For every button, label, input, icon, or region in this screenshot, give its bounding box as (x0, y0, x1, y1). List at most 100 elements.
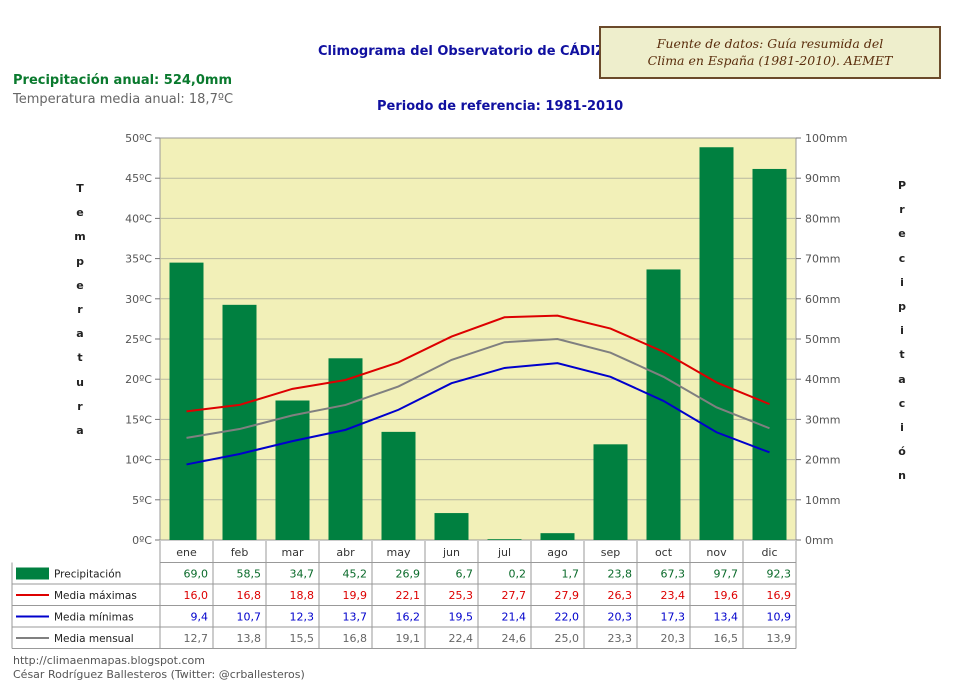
data-value: 97,7 (714, 568, 739, 581)
data-value: 15,5 (290, 632, 315, 645)
series-line-mean (186, 337, 770, 439)
month-label: dic (761, 546, 777, 559)
precipitation-label-letter: P (897, 179, 907, 192)
data-value: 22,0 (555, 611, 580, 624)
data-value: 13,9 (767, 632, 792, 645)
month-label: jul (497, 546, 511, 559)
data-value: 20,3 (608, 611, 633, 624)
data-value: 10,9 (767, 611, 792, 624)
temperature-label-letter: r (77, 303, 83, 317)
data-value: 27,7 (502, 589, 527, 602)
series-line-min (186, 362, 770, 466)
data-value: 58,5 (237, 568, 262, 581)
y-left-tick-label: 40ºC (125, 212, 152, 225)
data-value: 12,3 (290, 611, 315, 624)
data-value: 22,4 (449, 632, 474, 645)
precipitation-bar (593, 444, 628, 540)
month-label: ene (176, 546, 197, 559)
precipitation-bar (487, 539, 522, 540)
temperature-label-letter: T (76, 182, 84, 195)
data-value: 92,3 (767, 568, 792, 581)
y-left-tick-label: 20ºC (125, 373, 152, 386)
temperature-label-letter: t (77, 351, 83, 365)
y-right-tick-label: 70mm (805, 253, 840, 266)
y-left-tick-label: 25ºC (125, 333, 152, 346)
data-value: 25,3 (449, 589, 474, 602)
data-value: 23,3 (608, 632, 633, 645)
precipitation-bar (540, 533, 575, 540)
data-value: 23,4 (661, 589, 686, 602)
y-right-tick-label: 80mm (805, 212, 840, 225)
data-value: 0,2 (509, 568, 527, 581)
legend-precipitation-swatch (16, 567, 49, 580)
precipitation-label-letter: i (900, 324, 904, 338)
data-value: 45,2 (343, 568, 368, 581)
y-left-tick-label: 35ºC (125, 253, 152, 266)
legend-label: Precipitación (54, 569, 121, 581)
data-value: 22,1 (396, 589, 421, 602)
data-value: 16,8 (343, 632, 368, 645)
data-value: 1,7 (562, 568, 580, 581)
data-value: 19,9 (343, 589, 368, 602)
y-left-tick-label: 0ºC (132, 534, 152, 547)
precipitation-label-letter: t (899, 348, 905, 362)
y-right-tick-label: 60mm (805, 293, 840, 306)
y-right-tick-label: 0mm (805, 534, 833, 547)
y-left-tick-label: 30ºC (125, 293, 152, 306)
reference-period: Periodo de referencia: 1981-2010 (377, 99, 624, 114)
precipitation-label-letter: n (898, 469, 906, 483)
data-value: 16,5 (714, 632, 739, 645)
annual-precipitation: Precipitación anual: 524,0mm (13, 73, 232, 88)
y-right-tick-label: 90mm (805, 172, 840, 185)
source-line-1: Fuente de datos: Guía resumida del (656, 36, 884, 51)
precipitation-bar (275, 400, 310, 540)
month-label: abr (336, 546, 355, 559)
temperature-label-letter: a (76, 327, 84, 341)
annual-temperature: Temperatura media anual: 18,7ºC (13, 92, 234, 107)
legend-label: Media máximas (54, 590, 137, 602)
blog-credit[interactable]: http://climaenmapas.blogspot.com (13, 654, 205, 667)
precipitation-bar (222, 304, 257, 540)
precipitation-bar (169, 262, 204, 540)
month-label: may (387, 546, 411, 559)
temperature-label-letter: a (76, 424, 84, 438)
data-value: 34,7 (290, 568, 315, 581)
data-value: 23,8 (608, 568, 633, 581)
data-value: 24,6 (502, 632, 527, 645)
legend-label: Media mensual (54, 633, 134, 645)
month-label: feb (231, 546, 249, 559)
series-line-max (186, 314, 770, 413)
data-value: 19,5 (449, 611, 474, 624)
data-value: 27,9 (555, 589, 580, 602)
temperature-label-letter: e (76, 206, 84, 220)
data-value: 17,3 (661, 611, 686, 624)
data-value: 16,8 (237, 589, 262, 602)
temperature-label-letter: p (76, 254, 84, 268)
chart-title: Climograma del Observatorio de CÁDIZ,OBS… (318, 44, 645, 59)
temperature-label-letter: r (77, 399, 83, 413)
data-value: 26,9 (396, 568, 421, 581)
data-value: 10,7 (237, 611, 262, 624)
precipitation-label-letter: a (898, 372, 906, 386)
data-value: 13,8 (237, 632, 262, 645)
data-value: 16,0 (184, 589, 209, 602)
month-label: mar (282, 546, 304, 559)
legend-label: Media mínimas (54, 612, 134, 624)
month-label: jun (442, 546, 460, 559)
precipitation-bar (646, 269, 681, 540)
data-value: 20,3 (661, 632, 686, 645)
precipitation-bar (328, 358, 363, 540)
data-value: 12,7 (184, 632, 209, 645)
data-value: 26,3 (608, 589, 633, 602)
precipitation-label-letter: p (898, 300, 906, 314)
precipitation-label-letter: c (898, 396, 906, 410)
data-value: 19,6 (714, 589, 739, 602)
precipitation-bar (752, 168, 787, 541)
data-value: 13,4 (714, 611, 739, 624)
source-line-2: Clima en España (1981-2010). AEMET (647, 53, 893, 68)
precipitation-label-letter: ó (898, 445, 906, 459)
precipitation-label-letter: i (900, 275, 904, 289)
data-source-box: Fuente de datos: Guía resumida del Clima… (599, 26, 941, 79)
temperature-label-letter: u (76, 375, 84, 389)
